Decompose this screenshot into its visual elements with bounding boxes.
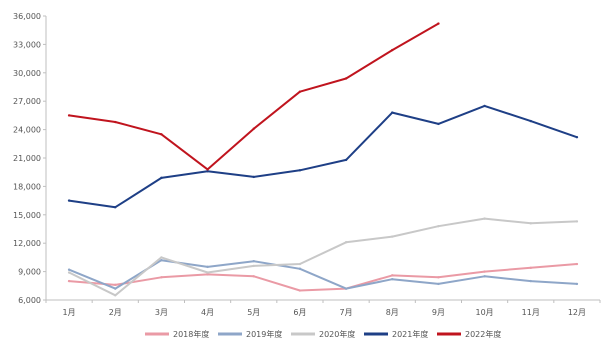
x-tick-label: 7月	[340, 308, 353, 317]
data-point	[206, 273, 209, 276]
data-point	[437, 122, 440, 126]
series-layer	[67, 22, 579, 297]
data-point	[575, 220, 579, 223]
data-point	[67, 268, 71, 271]
x-tick-label: 1月	[63, 308, 76, 317]
data-point	[344, 241, 348, 244]
legend-label: 2022年度	[465, 329, 501, 339]
x-tick-label: 12月	[568, 308, 586, 317]
y-axis: 6,000 9,000 12,000 15,000 18,000 21,000 24,000…	[13, 12, 47, 305]
x-axis: 1月 2月 3月 4月 5月 6月 7月 8月 9月 10月 11月 12月	[45, 299, 601, 317]
legend: 2018年度 2019年度 2020年度 2021年度 2022年度	[145, 329, 501, 339]
y-tick-label: 36,000	[13, 12, 41, 21]
data-point	[391, 111, 394, 114]
data-point	[114, 294, 117, 297]
data-point	[575, 282, 579, 286]
data-point	[114, 283, 117, 287]
x-tick-label: 11月	[522, 308, 540, 317]
y-tick-label: 33,000	[13, 40, 41, 49]
y-tick-label: 30,000	[13, 69, 41, 78]
data-point	[575, 262, 579, 266]
data-point	[160, 256, 163, 259]
y-tick-label: 27,000	[13, 97, 41, 106]
legend-label: 2021年度	[392, 329, 428, 339]
data-point	[252, 259, 255, 263]
y-tick-label: 12,000	[13, 239, 41, 248]
data-point	[114, 287, 117, 290]
data-point	[483, 275, 486, 278]
x-tick-label: 10月	[475, 308, 493, 317]
data-point	[298, 90, 302, 93]
data-point	[529, 279, 532, 283]
data-point	[483, 217, 486, 220]
data-point	[252, 264, 255, 268]
x-tick-label: 2月	[109, 308, 122, 317]
data-point	[298, 267, 302, 270]
data-point	[437, 22, 440, 25]
data-point	[344, 77, 348, 80]
data-point	[391, 277, 394, 281]
data-point	[575, 135, 579, 139]
data-point	[67, 199, 71, 202]
data-point	[252, 127, 255, 130]
data-point	[529, 222, 532, 225]
data-point	[298, 169, 302, 172]
y-tick-label: 15,000	[13, 211, 41, 220]
data-point	[252, 175, 255, 179]
data-point	[483, 270, 486, 273]
data-point	[206, 271, 209, 274]
data-point	[391, 274, 394, 277]
data-point	[67, 114, 71, 117]
data-point	[160, 259, 163, 262]
data-point	[114, 206, 117, 209]
y-tick-label: 24,000	[13, 126, 41, 135]
x-tick-label: 4月	[201, 308, 214, 317]
series-line-2021年度	[68, 104, 578, 209]
x-tick-label: 8月	[386, 308, 399, 317]
y-tick-label: 6,000	[18, 296, 41, 305]
data-point	[206, 168, 209, 171]
y-tick-label: 18,000	[13, 182, 41, 191]
data-point	[483, 104, 486, 108]
data-point	[391, 48, 394, 52]
data-point	[252, 275, 255, 278]
data-point	[67, 279, 71, 283]
data-point	[344, 158, 348, 162]
x-tick-label: 6月	[293, 308, 306, 317]
series-line-2022年度	[68, 22, 440, 171]
data-point	[391, 235, 394, 238]
y-tick-label: 9,000	[18, 268, 41, 277]
data-point	[160, 176, 163, 180]
data-point	[298, 289, 302, 292]
data-point	[529, 119, 532, 123]
series-line-2019年度	[68, 259, 578, 290]
data-point	[344, 287, 348, 290]
series-line-2018年度	[68, 263, 578, 292]
legend-label: 2018年度	[173, 329, 209, 339]
data-point	[206, 265, 209, 269]
series-line-2020年度	[68, 217, 578, 297]
x-tick-label: 5月	[247, 308, 260, 317]
data-point	[437, 224, 440, 228]
data-point	[206, 170, 209, 173]
data-point	[114, 120, 117, 124]
legend-label: 2020年度	[319, 329, 355, 339]
data-point	[529, 266, 532, 270]
data-point	[298, 262, 302, 266]
y-tick-label: 21,000	[13, 154, 41, 163]
data-point	[437, 276, 440, 279]
data-point	[160, 276, 163, 279]
data-point	[160, 133, 163, 136]
legend-label: 2019年度	[246, 329, 282, 339]
data-point	[437, 282, 440, 286]
data-point	[67, 271, 71, 274]
x-tick-label: 9月	[432, 308, 445, 317]
x-tick-label: 3月	[155, 308, 168, 317]
